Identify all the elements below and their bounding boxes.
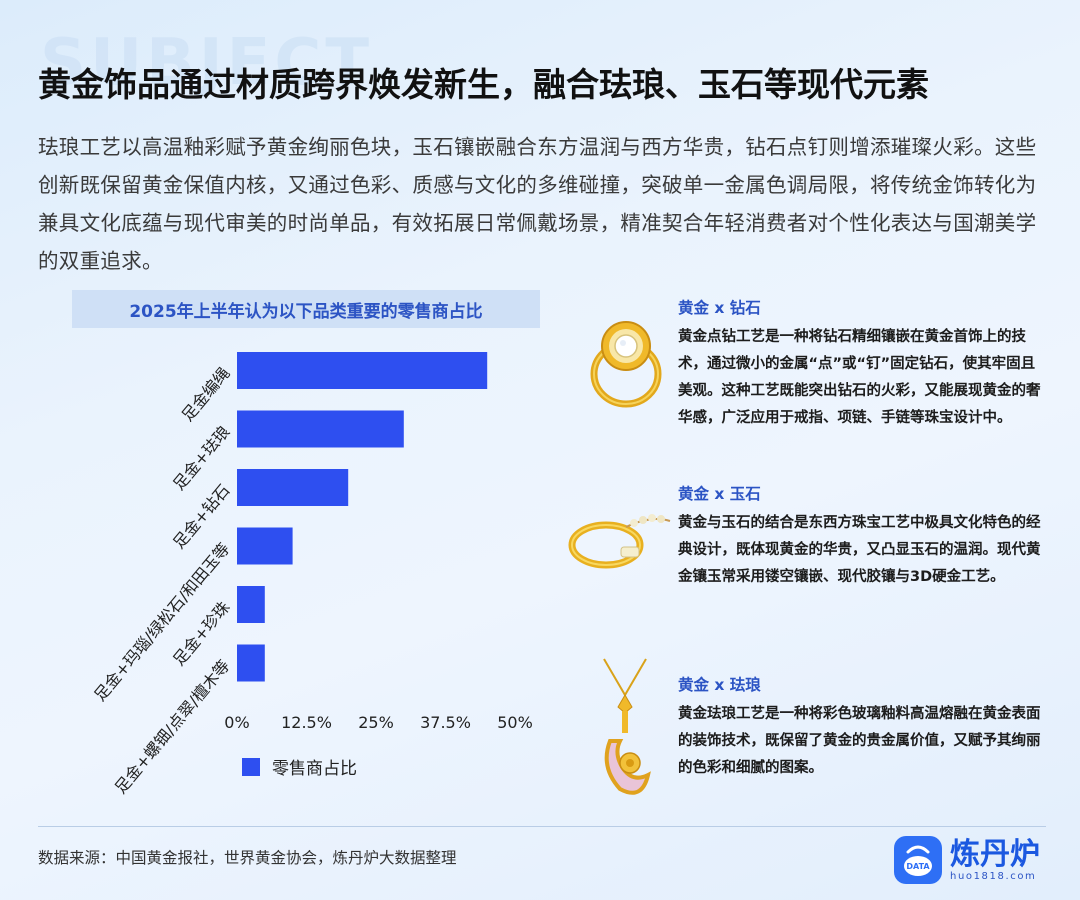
category-label-1: 足金+珐琅 xyxy=(169,422,233,494)
watermark-text: SUBJECT xyxy=(40,26,373,100)
bar-1 xyxy=(237,410,404,448)
card-text-jade: 黄金与玉石的结合是东西方珠宝工艺中极具文化特色的经典设计，既体现黄金的华贵，又凸… xyxy=(678,515,1041,585)
brand-badge-text: DATA xyxy=(906,862,930,871)
chart-legend: 零售商占比 xyxy=(242,754,357,779)
brand-logo-icon: DATA xyxy=(894,836,942,884)
category-label-0: 足金编绳 xyxy=(178,364,234,425)
card-enamel: 黄金 x 珐琅 黄金珐琅工艺是一种将彩色玻璃釉料高温熔融在黄金表面的装饰技术，既… xyxy=(678,673,1048,782)
bar-0 xyxy=(237,352,488,389)
bar-2 xyxy=(237,469,349,506)
card-text-enamel: 黄金珐琅工艺是一种将彩色玻璃釉料高温熔融在黄金表面的装饰技术，既保留了黄金的贵金… xyxy=(678,706,1041,776)
legend-label: 零售商占比 xyxy=(272,759,357,779)
brand-logo: DATA 炼丹炉 huo1818.com xyxy=(894,836,1040,884)
card-title-diamond: 黄金 x 钻石 xyxy=(678,299,761,317)
page-description: 珐琅工艺以高温釉彩赋予黄金绚丽色块，玉石镶嵌融合东方温润与西方华贵，钻石点钉则增… xyxy=(38,135,1037,273)
bar-4 xyxy=(237,586,265,623)
footer-divider xyxy=(38,826,1046,827)
bracelet-icon xyxy=(568,514,671,569)
card-title-jade: 黄金 x 玉石 xyxy=(678,485,761,503)
legend-swatch xyxy=(242,757,260,776)
card-jade: 黄金 x 玉石 黄金与玉石的结合是东西方珠宝工艺中极具文化特色的经典设计，既体现… xyxy=(678,482,1048,591)
pendant-icon xyxy=(603,658,651,795)
x-tick-label-1: 12.5% xyxy=(281,713,332,732)
data-source: 数据来源：中国黄金报社，世界黄金协会，炼丹炉大数据整理 xyxy=(38,849,457,867)
x-tick-label-0: 0% xyxy=(224,713,249,732)
brand-name: 炼丹炉 xyxy=(950,836,1040,872)
bar-5 xyxy=(237,644,265,682)
category-label-5: 足金+螺钿/点翠/檀木等 xyxy=(111,656,234,797)
bar-3 xyxy=(237,527,293,565)
card-title-enamel: 黄金 x 珐琅 xyxy=(678,676,761,694)
x-tick-label-2: 25% xyxy=(358,713,394,732)
card-text-diamond: 黄金点钻工艺是一种将钻石精细镶嵌在黄金首饰上的技术，通过微小的金属“点”或“钉”… xyxy=(678,329,1041,426)
category-label-2: 足金+钻石 xyxy=(169,481,233,553)
ring-icon xyxy=(590,321,662,408)
brand-url: huo1818.com xyxy=(950,870,1037,882)
x-tick-label-3: 37.5% xyxy=(420,713,471,732)
page-title: 黄金饰品通过材质跨界焕发新生，融合珐琅、玉石等现代元素 xyxy=(38,65,929,104)
card-diamond: 黄金 x 钻石 黄金点钻工艺是一种将钻石精细镶嵌在黄金首饰上的技术，通过微小的金… xyxy=(678,296,1048,432)
chart-title: 2025年上半年认为以下品类重要的零售商占比 xyxy=(72,290,540,328)
x-tick-label-4: 50% xyxy=(497,713,533,732)
